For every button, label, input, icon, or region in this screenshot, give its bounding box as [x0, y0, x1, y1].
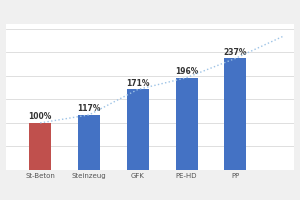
Bar [127, 89, 149, 170]
Text: 171%: 171% [126, 79, 149, 88]
Text: 196%: 196% [175, 67, 198, 76]
Bar [224, 58, 246, 170]
Bar [29, 123, 51, 170]
Bar [176, 78, 198, 170]
Text: 117%: 117% [77, 104, 101, 113]
Text: 237%: 237% [224, 48, 247, 57]
Text: 100%: 100% [28, 112, 52, 121]
Bar [78, 115, 100, 170]
